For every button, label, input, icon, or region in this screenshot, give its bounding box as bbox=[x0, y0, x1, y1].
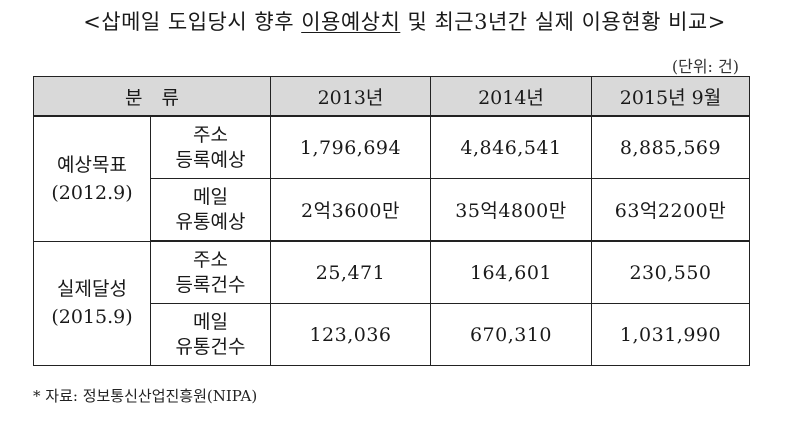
table-cell: 123,036 bbox=[270, 303, 431, 366]
table-cell: 25,471 bbox=[270, 240, 431, 304]
title-prefix: <삽메일 도입당시 향후 bbox=[83, 10, 302, 34]
table-cell: 1,796,694 bbox=[270, 115, 431, 179]
row-label-line1: 메일 bbox=[193, 185, 228, 208]
group-label-line1: 실제달성 bbox=[57, 278, 127, 301]
unit-label: (단위: 건) bbox=[671, 57, 739, 76]
row-label-line1: 주소 bbox=[193, 123, 228, 146]
row-label: 주소 등록예상 bbox=[150, 115, 271, 179]
row-label-line2: 유통예상 bbox=[175, 210, 246, 233]
table-cell: 670,310 bbox=[430, 303, 592, 366]
row-label: 주소 등록건수 bbox=[150, 240, 271, 304]
row-label-line1: 메일 bbox=[193, 310, 228, 333]
row-label-line1: 주소 bbox=[193, 248, 228, 271]
header-2013: 2013년 bbox=[270, 76, 431, 117]
table-cell: 1,031,990 bbox=[591, 303, 750, 366]
table-row: 메일 유통예상 2억3600만 35억4800만 63억2200만 bbox=[34, 178, 750, 242]
header-row: 분 류 2013년 2014년 2015년 9월 bbox=[33, 76, 750, 117]
table-cell: 2억3600만 bbox=[270, 178, 431, 242]
header-2015-sep: 2015년 9월 bbox=[591, 76, 750, 117]
source-note: * 자료: 정보통신산업진흥원(NIPA) bbox=[33, 387, 258, 405]
table-cell: 8,885,569 bbox=[591, 115, 750, 179]
table-row: 실제달성 (2015.9) 주소 등록건수 25,471 164,601 230… bbox=[33, 240, 750, 366]
page-title: <삽메일 도입당시 향후 이용예상치 및 최근3년간 실제 이용현황 비교> bbox=[0, 6, 809, 36]
table-row: 메일 유통건수 123,036 670,310 1,031,990 bbox=[34, 303, 750, 366]
table-cell: 230,550 bbox=[591, 240, 750, 304]
row-label: 메일 유통건수 bbox=[150, 303, 271, 366]
table-cell: 4,846,541 bbox=[430, 115, 592, 179]
group-label-line2: (2015.9) bbox=[51, 306, 133, 329]
table-row: 예상목표 (2012.9) 주소 등록예상 1,796,694 4,846,54… bbox=[33, 115, 750, 242]
table-cell: 63억2200만 bbox=[591, 178, 750, 242]
row-label-line2: 등록예상 bbox=[175, 148, 246, 171]
comparison-table: 분 류 2013년 2014년 2015년 9월 예상목표 (2012.9) 주… bbox=[33, 76, 750, 366]
group-label-actual: 실제달성 (2015.9) bbox=[33, 240, 151, 366]
header-2014: 2014년 bbox=[430, 76, 592, 117]
header-category: 분 류 bbox=[33, 76, 271, 117]
group-label-line1: 예상목표 bbox=[57, 153, 127, 176]
row-label-line2: 등록건수 bbox=[175, 273, 246, 296]
group-label-line2: (2012.9) bbox=[51, 181, 133, 204]
table-cell: 164,601 bbox=[430, 240, 592, 304]
title-underlined: 이용예상치 bbox=[301, 10, 401, 34]
row-label: 메일 유통예상 bbox=[150, 178, 271, 242]
group-label-forecast: 예상목표 (2012.9) bbox=[33, 115, 151, 242]
title-suffix: 및 최근3년간 실제 이용현황 비교> bbox=[400, 10, 726, 34]
table-cell: 35억4800만 bbox=[430, 178, 592, 242]
row-label-line2: 유통건수 bbox=[175, 335, 246, 358]
